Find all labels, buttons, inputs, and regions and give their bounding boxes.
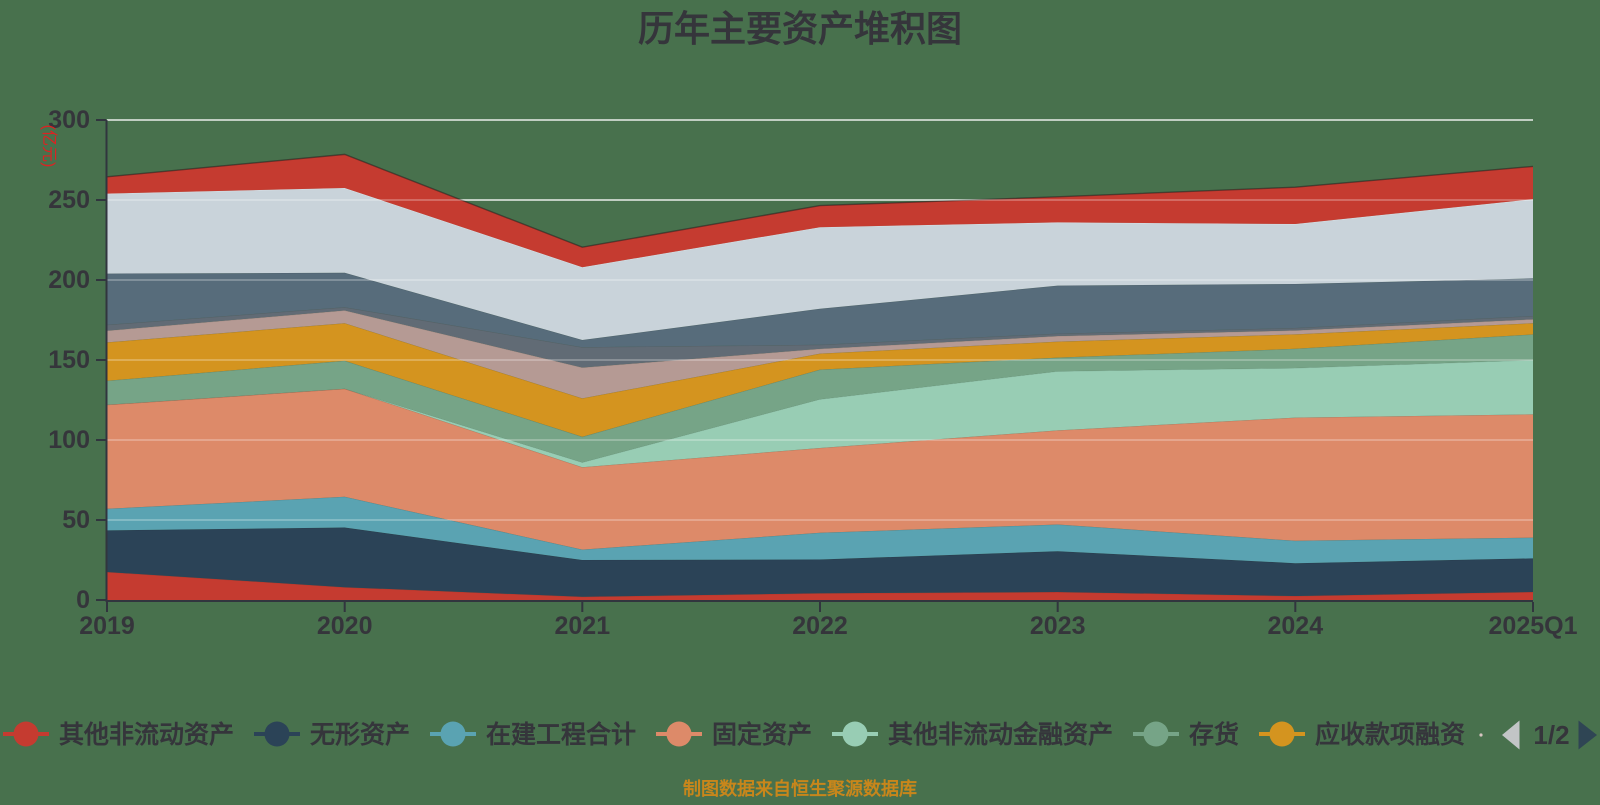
svg-text:1/2: 1/2 xyxy=(1533,720,1569,750)
svg-text:100: 100 xyxy=(48,426,90,454)
svg-text:历年主要资产堆积图: 历年主要资产堆积图 xyxy=(638,8,962,49)
svg-text:(亿元): (亿元) xyxy=(40,125,58,168)
svg-text:200: 200 xyxy=(48,266,90,294)
svg-text:2023: 2023 xyxy=(1030,612,1086,640)
svg-text:其他非流动资产: 其他非流动资产 xyxy=(59,720,234,749)
svg-text:在建工程合计: 在建工程合计 xyxy=(486,720,636,749)
svg-text:2021: 2021 xyxy=(554,612,610,640)
svg-text:其他非流动金融资产: 其他非流动金融资产 xyxy=(888,720,1113,749)
svg-text:300: 300 xyxy=(48,106,90,134)
svg-text:50: 50 xyxy=(62,506,90,534)
svg-text:无形资产: 无形资产 xyxy=(310,721,410,749)
svg-text:固定资产: 固定资产 xyxy=(712,720,812,749)
svg-text:应收款项融资: 应收款项融资 xyxy=(1315,720,1465,749)
svg-text:0: 0 xyxy=(76,586,90,614)
svg-text:150: 150 xyxy=(48,346,90,374)
svg-text:2019: 2019 xyxy=(79,612,135,640)
svg-text:2020: 2020 xyxy=(317,612,373,640)
svg-text:2024: 2024 xyxy=(1267,612,1323,640)
svg-text:制图数据来自恒生聚源数据库: 制图数据来自恒生聚源数据库 xyxy=(683,778,917,799)
svg-text:存货: 存货 xyxy=(1189,720,1239,749)
svg-text:250: 250 xyxy=(48,186,90,214)
svg-text:2025Q1: 2025Q1 xyxy=(1489,612,1578,640)
svg-text:2022: 2022 xyxy=(792,612,848,640)
